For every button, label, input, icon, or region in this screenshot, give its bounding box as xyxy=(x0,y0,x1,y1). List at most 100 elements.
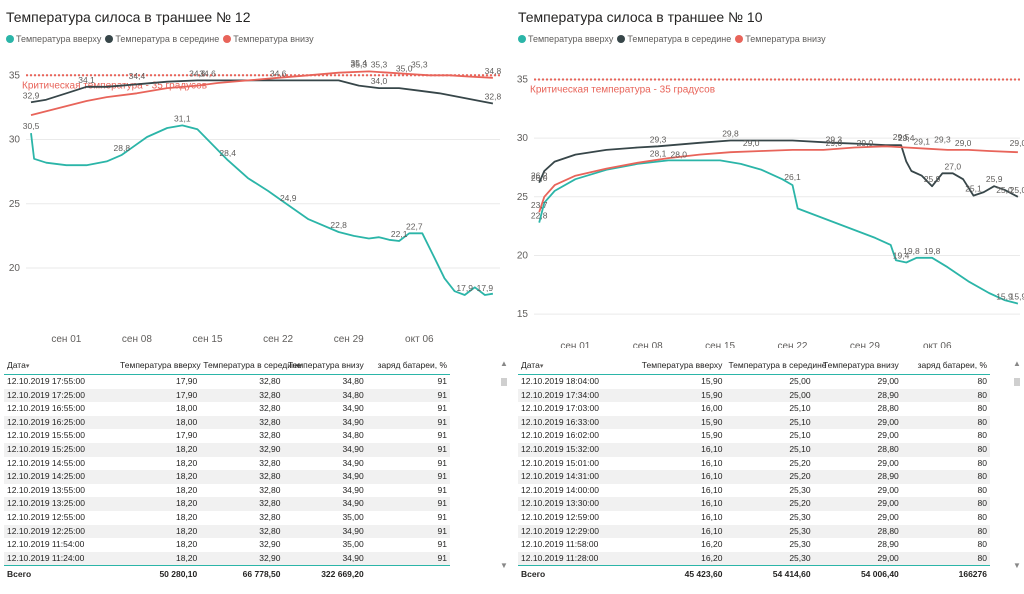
data-table-trench-12[interactable]: Дата ▾ Температура вверху Температура в се… xyxy=(4,356,450,583)
legend-label: Температура в середине xyxy=(115,34,220,44)
table-row[interactable]: 12.10.2019 18:04:00 15,90 25,00 29,00 80 xyxy=(518,375,990,389)
table-cell: 32,80 xyxy=(259,430,281,441)
table-row[interactable]: 12.10.2019 15:25:00 18,20 32,90 34,90 91 xyxy=(4,442,450,457)
table-row[interactable]: 12.10.2019 15:01:00 16,10 25,20 29,00 80 xyxy=(518,457,990,471)
table-scrollbar-right[interactable]: ▲ ▼ xyxy=(1013,360,1021,572)
table-cell: 80 xyxy=(977,539,987,550)
table-cell: 34,90 xyxy=(283,551,367,566)
legend-item-middle[interactable]: Температура в середине xyxy=(617,34,731,44)
table-cell: 35,00 xyxy=(342,539,364,550)
column-header[interactable]: Дата ▾ xyxy=(4,356,118,375)
table-row[interactable]: 12.10.2019 17:55:00 17,90 32,80 34,80 91 xyxy=(4,375,450,389)
table-cell: 12.10.2019 17:34:00 xyxy=(518,388,638,403)
data-label: 19,8 xyxy=(924,246,941,256)
table-row[interactable]: 12.10.2019 12:59:00 16,10 25,30 29,00 80 xyxy=(518,511,990,525)
table-scrollbar-left[interactable]: ▲ ▼ xyxy=(500,360,508,572)
table-row[interactable]: 12.10.2019 17:03:00 16,00 25,10 28,80 80 xyxy=(518,402,990,416)
scroll-thumb[interactable] xyxy=(501,378,507,386)
data-label: 29,0 xyxy=(955,138,972,148)
column-header[interactable]: Температура внизу xyxy=(813,356,902,375)
table-cell: 32,90 xyxy=(259,539,281,550)
table-cell: 32,80 xyxy=(259,457,281,468)
table-cell: 25,10 xyxy=(725,415,814,430)
table-cell: 29,00 xyxy=(813,551,902,566)
table-row[interactable]: 12.10.2019 12:25:00 18,20 32,80 34,90 91 xyxy=(4,524,450,539)
column-header[interactable]: Температура в середине xyxy=(725,356,827,375)
data-label: 30,5 xyxy=(23,121,40,131)
x-tick-label: сен 22 xyxy=(263,334,293,345)
column-header[interactable]: Температура в середине xyxy=(200,356,301,375)
table-row[interactable]: 12.10.2019 16:55:00 18,00 32,80 34,90 91 xyxy=(4,402,450,416)
table-row[interactable]: 12.10.2019 14:55:00 18,20 32,80 34,90 91 xyxy=(4,457,450,471)
chart-legend: Температура вверху Температура в середин… xyxy=(518,34,830,44)
table-cell: 80 xyxy=(977,376,987,386)
table-row[interactable]: 12.10.2019 17:25:00 17,90 32,80 34,80 91 xyxy=(4,388,450,403)
legend-item-middle[interactable]: Температура в середине xyxy=(105,34,219,44)
table-row[interactable]: 12.10.2019 11:54:00 18,20 32,90 35,00 91 xyxy=(4,538,450,552)
table-row[interactable]: 12.10.2019 15:55:00 17,90 32,80 34,80 91 xyxy=(4,429,450,443)
x-tick-label: окт 06 xyxy=(923,341,952,348)
panel-trench-10: Температура силоса в траншее № 10 Темпер… xyxy=(512,0,1024,594)
line-chart-trench-12[interactable]: 20 25 30 35 сен 01 сен 08 сен 15 сен 22 сен 29 ок… xyxy=(0,48,512,348)
table-cell: 80 xyxy=(977,430,987,441)
table-cell: 34,80 xyxy=(342,430,364,441)
table-cell: 12.10.2019 12:29:00 xyxy=(518,524,638,539)
table-cell: 25,30 xyxy=(789,539,811,550)
column-header[interactable]: заряд батареи, % xyxy=(901,356,990,375)
sort-arrow-icon[interactable]: ▾ xyxy=(539,363,544,370)
column-header[interactable]: Дата ▾ xyxy=(518,356,638,375)
table-cell: 29,00 xyxy=(813,497,902,511)
total-cell: 54 414,60 xyxy=(725,565,814,583)
table-row[interactable]: 12.10.2019 13:25:00 18,20 32,80 34,90 91 xyxy=(4,497,450,511)
legend-item-bottom[interactable]: Температура внизу xyxy=(223,34,314,44)
table-cell: 34,90 xyxy=(283,442,367,457)
scroll-down-icon[interactable]: ▼ xyxy=(500,561,508,570)
table-cell: 12.10.2019 11:24:00 xyxy=(4,551,118,566)
legend-item-top[interactable]: Температура вверху xyxy=(6,34,101,44)
table-cell: 32,80 xyxy=(259,484,281,495)
table-row[interactable]: 12.10.2019 15:32:00 16,10 25,10 28,80 80 xyxy=(518,442,990,457)
table-row[interactable]: 12.10.2019 12:55:00 18,20 32,80 35,00 91 xyxy=(4,511,450,525)
table-row[interactable]: 12.10.2019 14:00:00 16,10 25,30 29,00 80 xyxy=(518,484,990,498)
table-row[interactable]: 12.10.2019 13:55:00 18,20 32,80 34,90 91 xyxy=(4,484,450,498)
table-cell: 32,80 xyxy=(200,415,284,430)
table-row[interactable]: 12.10.2019 16:33:00 15,90 25,10 29,00 80 xyxy=(518,415,990,430)
data-label: 35,3 xyxy=(411,59,428,69)
column-header[interactable]: Температура внизу xyxy=(283,356,367,375)
scroll-up-icon[interactable]: ▲ xyxy=(1013,359,1021,368)
table-row[interactable]: 12.10.2019 11:24:00 18,20 32,90 34,90 91 xyxy=(4,551,450,566)
table-row[interactable]: 12.10.2019 11:28:00 16,20 25,30 29,00 80 xyxy=(518,551,990,566)
column-header[interactable]: Температура вверху xyxy=(637,356,726,375)
table-cell: 29,00 xyxy=(877,511,899,522)
chart-title: Температура силоса в траншее № 10 xyxy=(518,9,763,25)
scroll-thumb[interactable] xyxy=(1014,378,1020,386)
table-row[interactable]: 12.10.2019 11:58:00 16,20 25,30 28,90 80 xyxy=(518,538,990,552)
total-cell xyxy=(366,565,450,583)
table-row[interactable]: 12.10.2019 16:25:00 18,00 32,80 34,90 91 xyxy=(4,415,450,430)
table-row[interactable]: 12.10.2019 16:02:00 15,90 25,10 29,00 80 xyxy=(518,429,990,443)
table-row[interactable]: 12.10.2019 17:34:00 15,90 25,00 28,90 80 xyxy=(518,388,990,403)
x-tick-label: сен 22 xyxy=(778,341,808,348)
table-cell: 12.10.2019 11:58:00 xyxy=(521,539,599,550)
y-tick-label: 20 xyxy=(9,263,21,274)
table-cell: 16,10 xyxy=(637,497,726,511)
table-row[interactable]: 12.10.2019 14:31:00 16,10 25,20 28,90 80 xyxy=(518,470,990,484)
legend-item-top[interactable]: Температура вверху xyxy=(518,34,613,44)
table-row[interactable]: 12.10.2019 12:29:00 16,10 25,30 28,80 80 xyxy=(518,524,990,539)
table-cell: 28,90 xyxy=(877,539,899,550)
legend-label: Температура в середине xyxy=(627,34,732,44)
sort-arrow-icon[interactable]: ▾ xyxy=(25,363,30,370)
data-table-trench-10[interactable]: Дата ▾ Температура вверху Температура в се… xyxy=(518,356,990,583)
table-cell: 32,80 xyxy=(200,524,284,539)
line-chart-trench-10[interactable]: 15 20 25 30 35 сен 01 сен 08 сен 15 сен 22 сен 29… xyxy=(512,48,1024,348)
table-row[interactable]: 12.10.2019 13:30:00 16,10 25,20 29,00 80 xyxy=(518,497,990,511)
scroll-up-icon[interactable]: ▲ xyxy=(500,359,508,368)
total-cell: 50 280,10 xyxy=(117,565,201,583)
table-row[interactable]: 12.10.2019 14:25:00 18,20 32,80 34,90 91 xyxy=(4,470,450,484)
table-cell: 29,00 xyxy=(877,376,899,386)
column-header[interactable]: Температура вверху xyxy=(117,356,201,375)
table-cell: 17,90 xyxy=(175,376,198,386)
scroll-down-icon[interactable]: ▼ xyxy=(1013,561,1021,570)
legend-item-bottom[interactable]: Температура внизу xyxy=(735,34,826,44)
column-header[interactable]: заряд батареи, % xyxy=(366,356,450,375)
